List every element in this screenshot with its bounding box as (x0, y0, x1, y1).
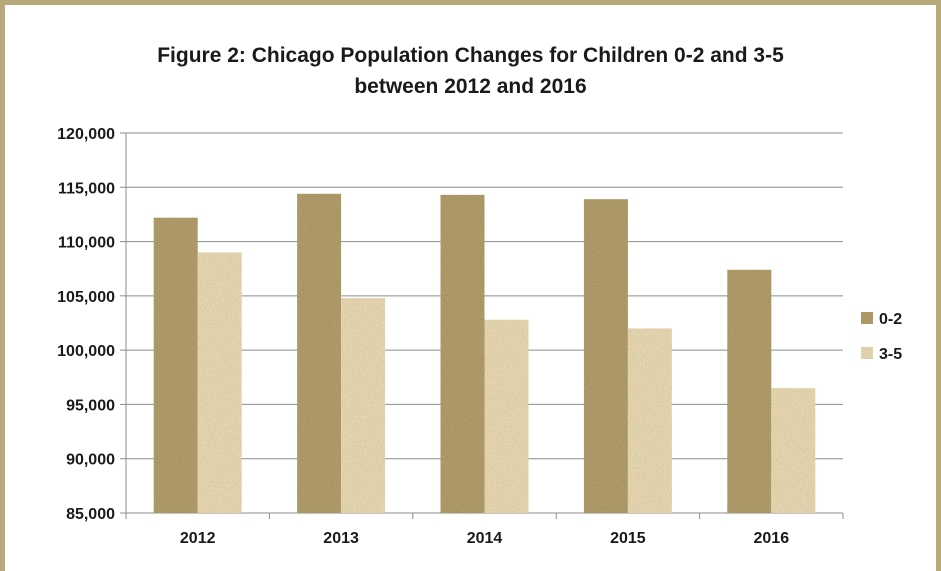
y-tick-labels: 85,000 90,000 95,000 100,000 105,000 110,000 1… (57, 126, 115, 523)
legend-swatch-3-5 (861, 347, 873, 359)
x-tick-labels: 2012 2013 2014 2015 2016 (180, 530, 789, 547)
y-tick-label: 95,000 (66, 397, 115, 414)
chart-title-line1: Figure 2: Chicago Population Changes for… (157, 44, 784, 67)
y-tick-label: 90,000 (66, 452, 115, 469)
bar-3-5-2012 (197, 252, 242, 513)
x-tick-label: 2016 (754, 530, 790, 547)
x-tick-label: 2015 (610, 530, 646, 547)
y-tick-label: 100,000 (57, 343, 115, 360)
legend: 0-2 3-5 (861, 311, 902, 363)
x-tick-label: 2014 (467, 530, 503, 547)
bar-0-2-2015 (583, 199, 628, 513)
bar-0-2-2012 (153, 217, 198, 513)
y-tick-label: 110,000 (58, 235, 115, 252)
bar-3-5-2013 (341, 298, 386, 513)
y-tick-label: 115,000 (58, 180, 115, 197)
chart-title: Figure 2: Chicago Population Changes for… (0, 40, 941, 102)
legend-label-3-5: 3-5 (879, 346, 902, 363)
bar-0-2-2016 (727, 269, 772, 513)
bar-3-5-2016 (771, 388, 816, 513)
bar-3-5-2015 (627, 328, 672, 513)
x-tick-label: 2012 (180, 530, 216, 547)
legend-label-0-2: 0-2 (879, 311, 902, 328)
legend-swatch-0-2 (861, 312, 873, 324)
y-tick-label: 120,000 (57, 126, 115, 143)
bar-3-5-2014 (484, 319, 529, 513)
x-tick-label: 2013 (323, 530, 359, 547)
chart-title-line2: between 2012 and 2016 (354, 75, 587, 98)
bars (153, 193, 816, 514)
bar-0-2-2014 (440, 194, 485, 513)
y-tick-label: 105,000 (57, 289, 115, 306)
bar-0-2-2013 (297, 193, 342, 514)
y-tick-label: 85,000 (66, 506, 115, 523)
